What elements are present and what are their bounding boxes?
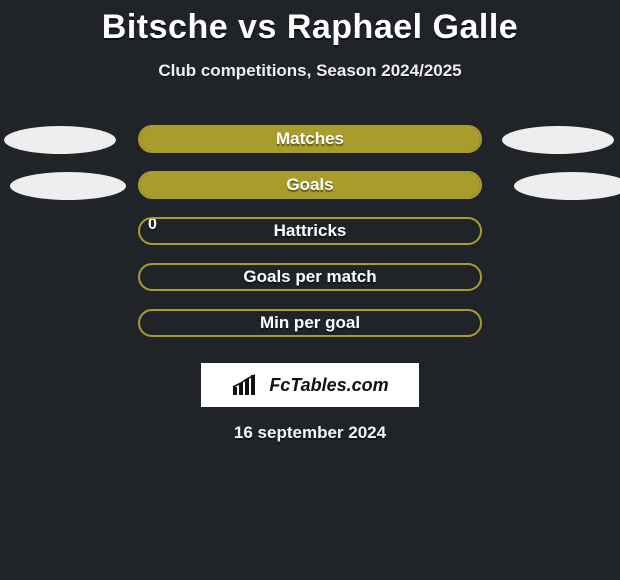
brand-text: FcTables.com <box>269 375 388 396</box>
stat-row: 0Goals <box>0 165 620 211</box>
stat-bar-label: Matches <box>140 127 480 151</box>
stat-bar-label: Min per goal <box>140 311 480 335</box>
stat-bar-label: Hattricks <box>140 219 480 243</box>
subtitle: Club competitions, Season 2024/2025 <box>0 61 620 81</box>
player-left-ellipse <box>4 126 116 154</box>
stat-row: Goals per match <box>0 257 620 303</box>
stat-bar: Matches <box>138 125 482 153</box>
brand-box: FcTables.com <box>201 363 419 407</box>
stat-bar: Goals <box>138 171 482 199</box>
brand-bars-icon <box>231 373 265 397</box>
date-text: 16 september 2024 <box>0 423 620 443</box>
stat-row: Min per goal <box>0 303 620 349</box>
stat-bar-label: Goals <box>140 173 480 197</box>
stats-rows: 66Matches0Goals0Hattricks Goals per match… <box>0 119 620 349</box>
page-title: Bitsche vs Raphael Galle <box>0 0 620 47</box>
player-right-ellipse <box>502 126 614 154</box>
stat-bar: Hattricks <box>138 217 482 245</box>
stat-row: 66Matches <box>0 119 620 165</box>
stat-bar: Min per goal <box>138 309 482 337</box>
player-left-ellipse <box>10 172 126 200</box>
stat-row: 0Hattricks <box>0 211 620 257</box>
stat-bar: Goals per match <box>138 263 482 291</box>
stat-bar-label: Goals per match <box>140 265 480 289</box>
player-right-ellipse <box>514 172 620 200</box>
